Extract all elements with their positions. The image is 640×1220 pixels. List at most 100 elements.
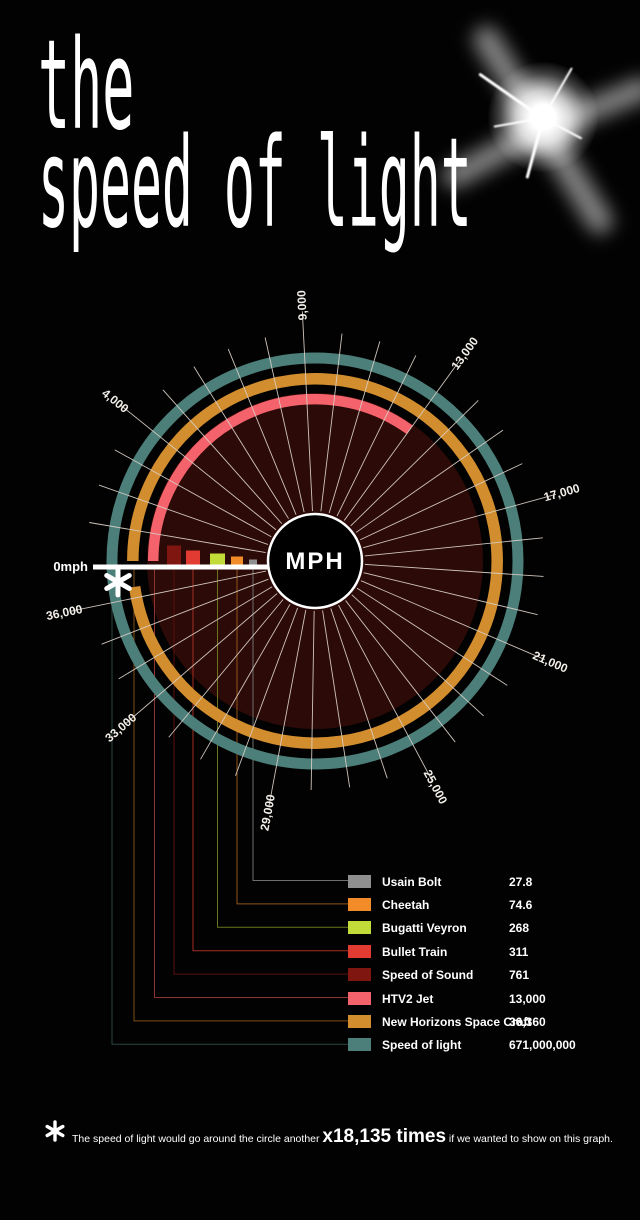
gauge-spoke — [360, 580, 545, 661]
legend-series-name: Speed of Sound — [382, 968, 474, 983]
legend-connector-line — [236, 568, 348, 905]
footnote-highlight: x18,135 times — [322, 1126, 447, 1147]
gauge-spoke — [363, 493, 557, 549]
legend-row: HTV2 Jet 13,000 — [348, 991, 640, 1007]
gauge-zero-label: 0mph — [53, 559, 88, 574]
gauge-spoke — [338, 604, 434, 782]
legend-series-name: Usain Bolt — [382, 874, 442, 889]
asterisk-icon — [45, 1120, 65, 1142]
legend-swatch — [348, 1014, 371, 1028]
footnote-prefix: The speed of light would go around the c… — [72, 1133, 323, 1145]
gauge-tick-label: 17,000 — [542, 481, 581, 504]
footnote: The speed of light would go around the c… — [42, 1116, 620, 1148]
gauge-tick-label: 21,000 — [531, 648, 571, 675]
gauge-spoke — [330, 608, 388, 779]
asterisk-icon — [104, 566, 132, 598]
legend-series-value: 27.8 — [509, 874, 533, 889]
legend-swatch — [348, 944, 371, 958]
series-bar — [186, 550, 200, 565]
gauge-tick-label: 4,000 — [99, 386, 131, 416]
gauge-spoke — [114, 449, 272, 538]
gauge-spoke — [125, 593, 278, 725]
legend-swatch — [348, 1038, 371, 1052]
gauge-spoke — [328, 341, 381, 514]
legend-swatch — [348, 921, 371, 935]
gauge-tick-label: 36,000 — [45, 602, 84, 623]
series-ring — [106, 352, 524, 770]
legend-series-value: 671,000,000 — [509, 1038, 576, 1053]
gauge-spoke — [363, 572, 538, 616]
legend-series-name: New Horizons Space Craft — [382, 1014, 532, 1029]
gauge-spoke — [162, 389, 283, 524]
gauge-spoke — [350, 400, 479, 527]
gauge-spoke — [70, 570, 267, 612]
page-title-line2: speed of light — [38, 112, 472, 256]
legend-series-value: 74.6 — [509, 897, 533, 912]
legend-row: Speed of light 671,000,000 — [348, 1037, 640, 1053]
legend-connector-line — [217, 568, 348, 928]
gauge-center-unit-label: MPH — [285, 548, 345, 575]
legend-row: Bugatti Veyron 268 — [348, 920, 640, 936]
gauge-spoke — [356, 587, 508, 686]
legend-series-name: Bullet Train — [382, 944, 448, 959]
gauge-spoke — [193, 366, 289, 519]
gauge-center-circle — [266, 512, 364, 610]
gauge-zero-line — [93, 564, 268, 570]
legend-series-value: 268 — [509, 921, 530, 936]
legend-connector-line — [111, 568, 348, 1045]
gauge-tick-label: 29,000 — [257, 793, 278, 832]
series-bar — [210, 553, 225, 565]
gauge-spoke — [360, 463, 523, 541]
legend-swatch — [348, 874, 371, 888]
gauge-spoke — [89, 522, 266, 554]
legend-swatch — [348, 897, 371, 911]
legend-series-name: Cheetah — [382, 897, 430, 912]
gauge-spoke — [227, 348, 297, 515]
legend-series-value: 761 — [509, 968, 530, 983]
legend-row: New Horizons Space Craft 36,360 — [348, 1014, 640, 1030]
light-flare-graphic — [438, 17, 640, 239]
gauge-spoke — [343, 357, 462, 521]
gauge-tick-label: 13,000 — [448, 334, 481, 372]
series-bar — [249, 559, 257, 565]
gauge-spoke — [119, 404, 277, 531]
legend-row: Speed of Sound 761 — [348, 967, 640, 983]
page-title-line1: the — [38, 14, 135, 158]
asterisk-icon — [45, 1120, 65, 1142]
legend-row: Cheetah 74.6 — [348, 897, 640, 913]
legend-series-value: 13,000 — [509, 991, 546, 1006]
legend-swatch — [348, 968, 371, 982]
gauge-tick-label: 25,000 — [421, 767, 451, 806]
gauge-spoke — [355, 429, 504, 533]
gauge-spoke — [118, 586, 273, 680]
series-bar — [167, 545, 181, 565]
series-bar — [231, 556, 243, 565]
legend-row: Usain Bolt 27.8 — [348, 874, 640, 890]
footnote-suffix: if we wanted to show on this graph. — [446, 1133, 613, 1145]
legend-connector-line — [133, 568, 348, 1022]
gauge-tick-label: 9,000 — [294, 290, 310, 321]
gauge-spoke — [235, 607, 299, 776]
gauge-spoke — [98, 484, 268, 545]
gauge-spoke — [351, 594, 484, 717]
legend-series-name: HTV2 Jet — [382, 991, 434, 1006]
gauge-spoke — [320, 333, 343, 512]
legend-row: Bullet Train 311 — [348, 944, 640, 960]
gauge-spoke — [310, 610, 315, 790]
gauge-spoke — [301, 311, 313, 512]
legend-connector-line — [154, 568, 348, 998]
gauge-spoke — [364, 537, 543, 557]
gauge-spoke — [322, 610, 351, 788]
series-arc — [127, 373, 503, 749]
gauge-spoke — [345, 600, 456, 743]
gauge-spoke — [200, 604, 291, 760]
gauge-spoke — [101, 578, 269, 645]
legend-series-name: Speed of light — [382, 1038, 462, 1053]
legend-series-value: 36,360 — [509, 1014, 546, 1029]
series-arc — [147, 393, 413, 562]
legend-swatch — [348, 991, 371, 1005]
gauge-spoke — [264, 337, 305, 513]
legend-connector-line — [252, 568, 348, 881]
